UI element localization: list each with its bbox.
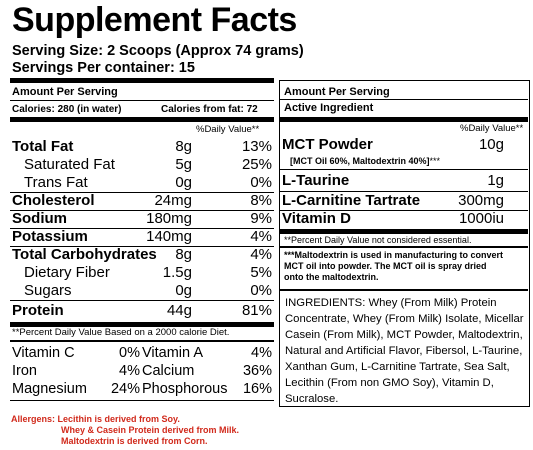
left-rule	[10, 228, 274, 229]
servings-per-container: Servings Per container: 15	[12, 60, 195, 76]
nutrient-row-dietary-fiber: Dietary Fiber 1.5g 5%	[24, 264, 272, 281]
right-dv-note: **Percent Daily Value not considered ess…	[284, 235, 472, 245]
left-rule	[10, 192, 274, 193]
vitamin-row: Vitamin C 0% Vitamin A 4%	[12, 345, 272, 361]
allergens-line-1: Allergens: Lecithin is derived from Soy.	[11, 414, 180, 424]
left-rule	[10, 340, 274, 342]
calories: Calories: 280 (in water)	[12, 104, 122, 115]
right-rule	[280, 289, 528, 291]
nutrient-row-total-carbohydrates: Total Carbohydrates 8g 4%	[12, 246, 272, 263]
left-rule	[10, 300, 274, 301]
nutrient-row-potassium: Potassium 140mg 4%	[12, 228, 272, 245]
allergens-line-2: Whey & Casein Protein derived from Milk.	[61, 425, 240, 435]
left-amount-per-serving: Amount Per Serving	[12, 86, 118, 98]
nutrient-row-trans-fat: Trans Fat 0g 0%	[24, 174, 272, 191]
right-rule	[280, 99, 528, 100]
vitamin-row: Magnesium 24% Phosphorous 16%	[12, 381, 272, 397]
right-rule-thick	[280, 117, 528, 122]
maltodextrin-note: ***Maltodextrin is used in manufacturing…	[284, 250, 504, 282]
right-rule-thick	[280, 229, 528, 234]
vitamin-row: Iron 4% Calcium 36%	[12, 363, 272, 379]
left-rule	[10, 246, 274, 247]
right-rule	[280, 210, 528, 211]
page-title: Supplement Facts	[12, 1, 297, 39]
right-rule	[280, 169, 528, 170]
ingredient-row-l-taurine: L-Taurine 1g	[282, 172, 504, 189]
ingredients-text: INGREDIENTS: Whey (From Milk) Protein Co…	[285, 297, 524, 405]
mct-composition-note: [MCT Oil 60%, Maltodextrin 40%]***	[290, 156, 441, 166]
nutrient-row-total-fat: Total Fat 8g 13%	[12, 138, 272, 155]
serving-size: Serving Size: 2 Scoops (Approx 74 grams)	[12, 43, 304, 59]
ingredient-row-mct-powder: MCT Powder 10g	[282, 136, 504, 153]
nutrient-row-sugars: Sugars 0g 0%	[24, 282, 272, 299]
right-amount-per-serving: Amount Per Serving	[284, 86, 390, 98]
right-panel	[279, 80, 530, 407]
nutrient-row-protein: Protein 44g 81%	[12, 302, 272, 319]
left-bottom-rule	[10, 400, 274, 401]
ingredient-row-vitamin-d: Vitamin D 1000iu	[282, 210, 504, 227]
nutrient-row-cholesterol: Cholesterol 24mg 8%	[12, 192, 272, 209]
nutrient-row-sodium: Sodium 180mg 9%	[12, 210, 272, 227]
right-rule	[280, 191, 528, 192]
nutrient-row-saturated-fat: Saturated Fat 5g 25%	[24, 156, 272, 173]
active-ingredient-header: Active Ingredient	[284, 102, 374, 114]
left-rule	[10, 210, 274, 211]
allergens-line-3: Maltodextrin is derived from Corn.	[61, 436, 208, 446]
right-dv-header: %Daily Value**	[460, 123, 524, 134]
left-rule-thick	[10, 117, 274, 122]
left-dv-header: %Daily Value**	[196, 124, 260, 135]
ingredient-row-l-carnitine-tartrate: L-Carnitine Tartrate 300mg	[282, 192, 504, 209]
left-rule-thick	[10, 322, 274, 327]
left-footnote: **Percent Daily Value Based on a 2000 ca…	[12, 327, 230, 338]
left-top-rule	[10, 78, 274, 83]
left-rule	[10, 100, 274, 101]
calories-from-fat: Calories from fat: 72	[161, 104, 258, 115]
right-rule	[280, 246, 528, 248]
